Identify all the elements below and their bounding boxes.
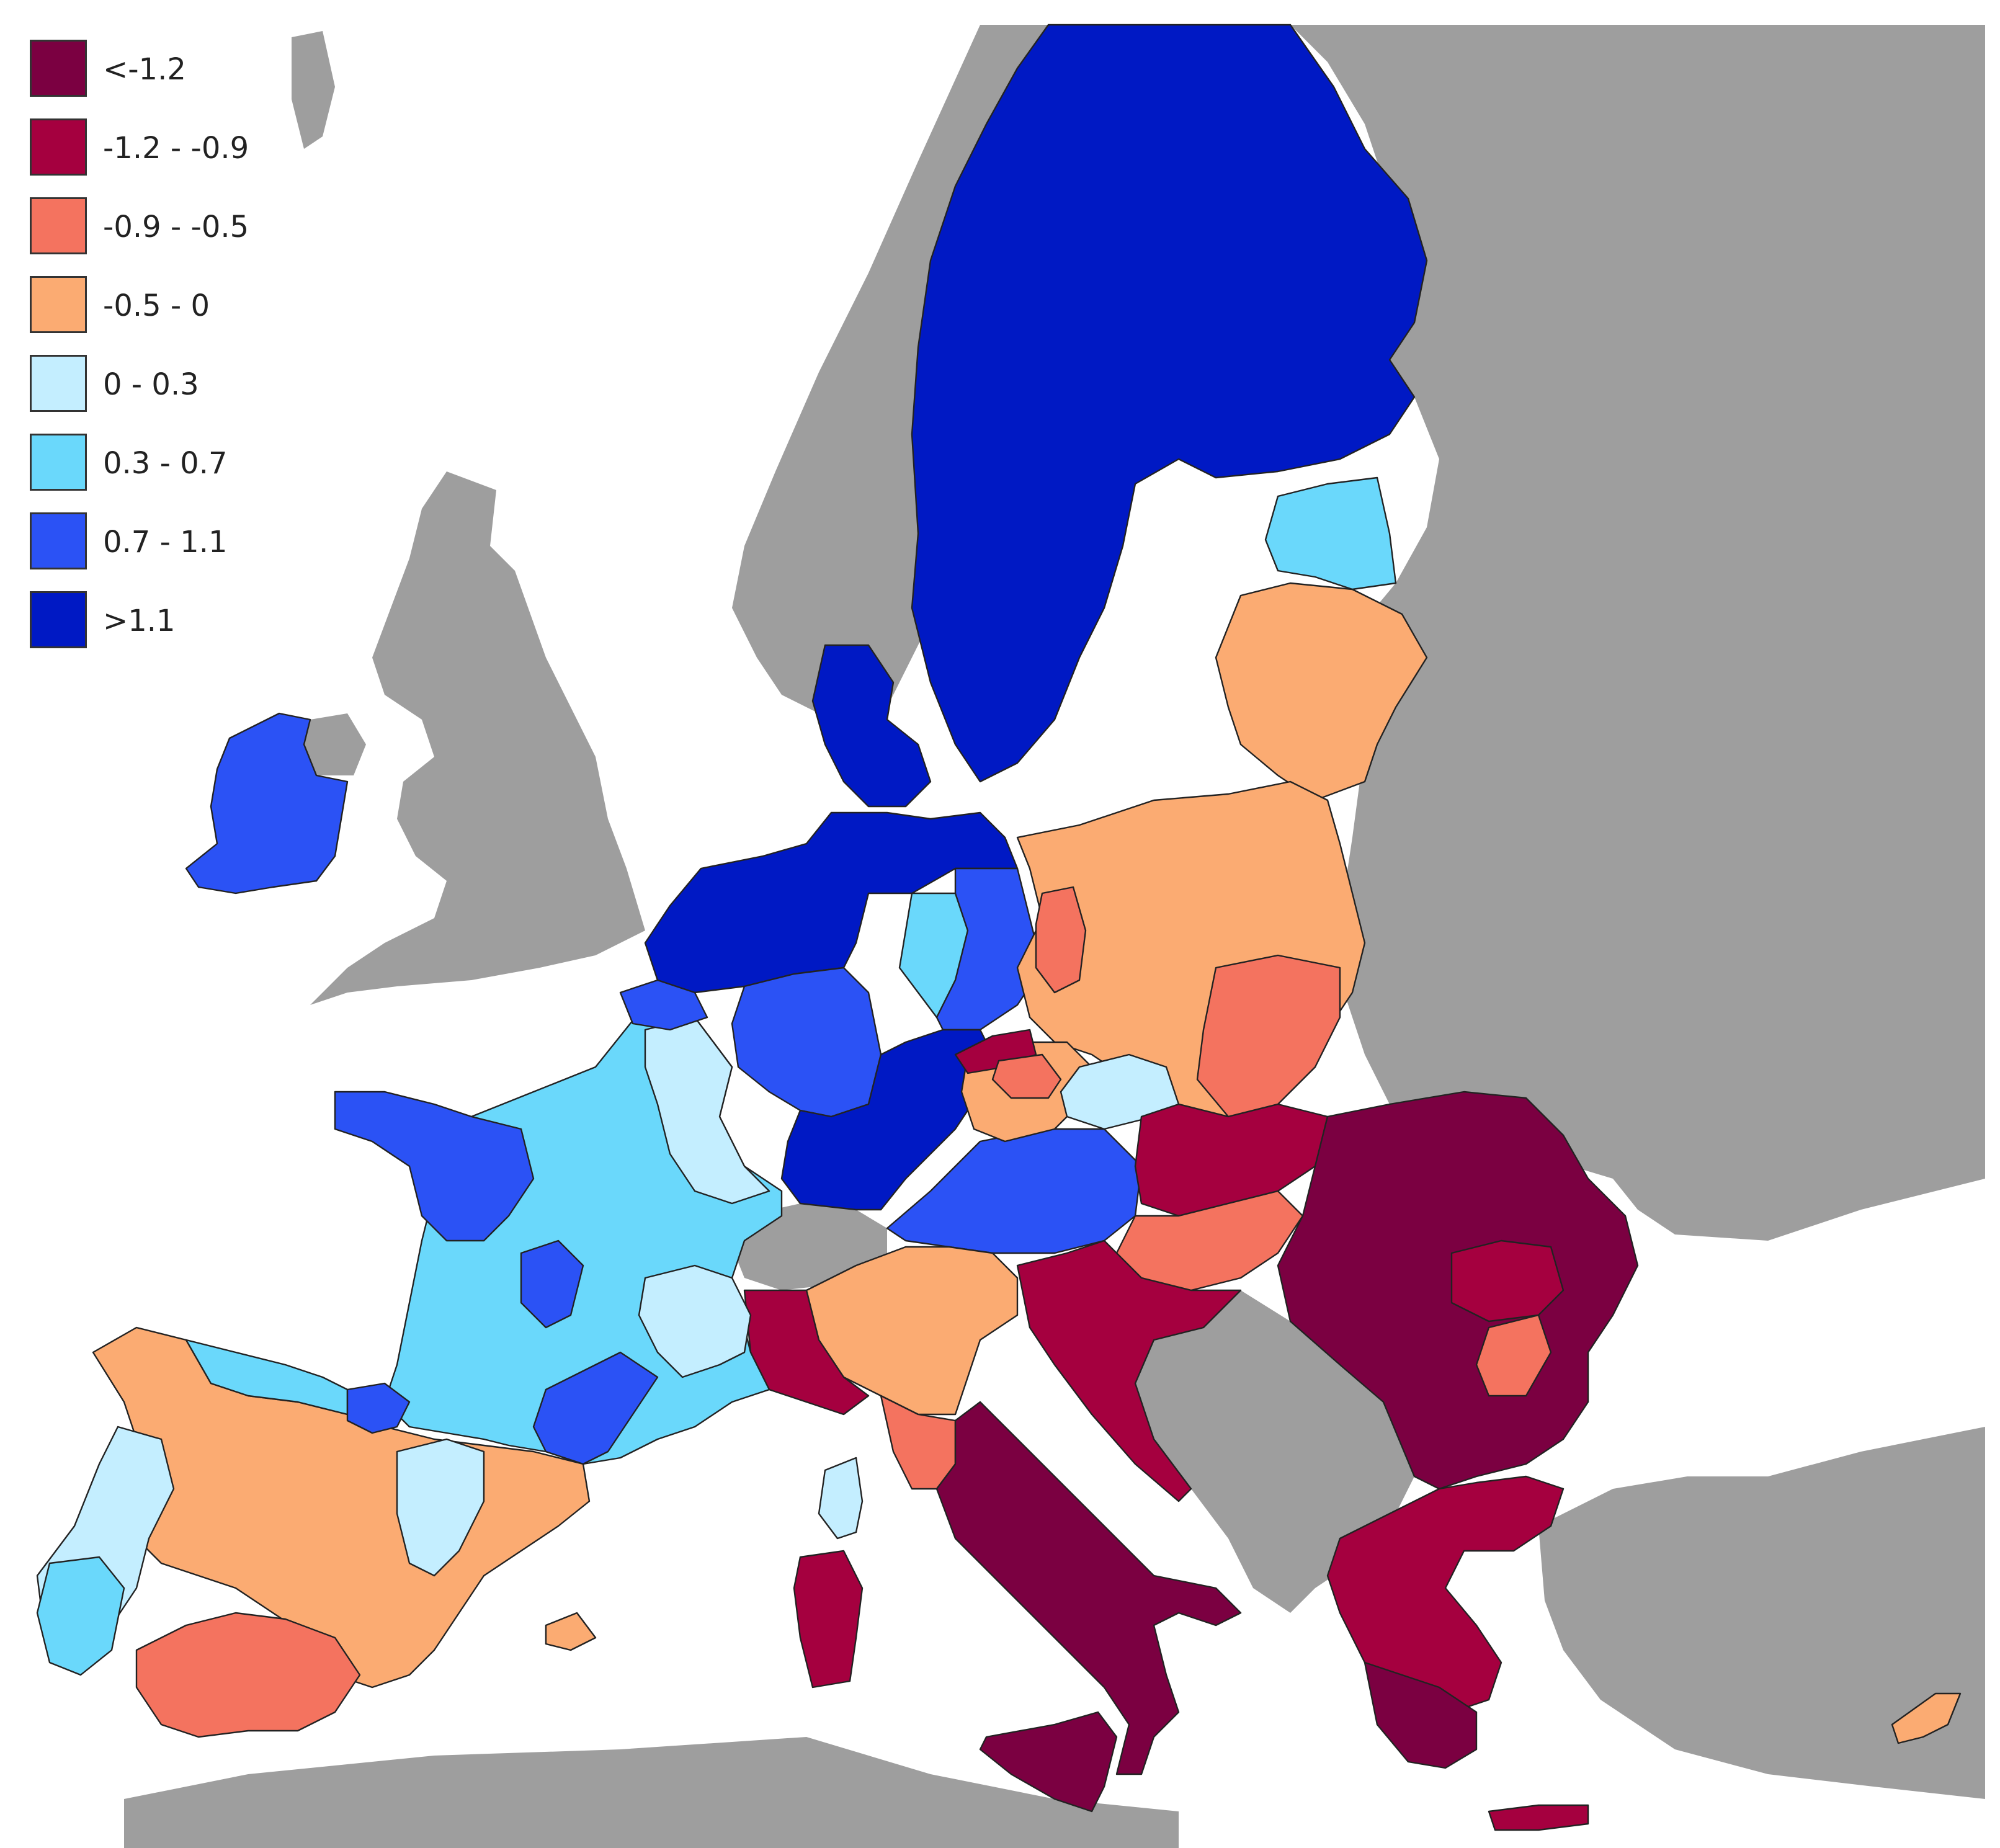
region-france-northeast[interactable] [644,1016,770,1205]
region-crete[interactable] [1488,1804,1589,1831]
region-baltics-latvia-lithuania[interactable] [1215,582,1428,801]
region-romania-sud[interactable] [1475,1314,1552,1397]
region-balearics[interactable] [545,1612,597,1651]
russia-belarus-ukraine [1290,25,1985,1241]
region-greece-south[interactable] [1364,1661,1478,1769]
region-sardinia[interactable] [793,1550,864,1689]
eu-regions [36,24,1962,1831]
north-africa [124,1737,1179,1848]
legend-item: <-1.2 [30,40,352,99]
region-denmark[interactable] [811,644,932,808]
legend-item: -0.5 - 0 [30,276,352,336]
norway [732,25,1055,720]
region-france-languedoc[interactable] [532,1351,659,1465]
northern-ireland [304,713,366,775]
turkey [1538,1427,1985,1799]
region-belgium-south[interactable] [619,979,708,1031]
region-italy-south[interactable] [935,1401,1242,1775]
legend-swatch [30,434,87,491]
region-cyprus[interactable] [1891,1692,1962,1744]
legend-swatch [30,591,87,648]
region-france-rhone-alpes[interactable] [638,1264,752,1378]
region-czechia-praha[interactable] [991,1053,1062,1099]
region-spain-aragon[interactable] [396,1438,485,1577]
region-sweden-finland[interactable] [911,24,1428,783]
legend-swatch [30,197,87,254]
legend-label: >1.1 [103,604,176,638]
legend-swatch [30,276,87,333]
region-sicily[interactable] [979,1711,1118,1813]
legend-swatch [30,40,87,97]
legend-swatch [30,118,87,176]
legend-item: 0.3 - 0.7 [30,434,352,493]
legend-label: 0.3 - 0.7 [103,446,228,481]
region-portugal-lisboa[interactable] [36,1556,125,1676]
region-italy-north[interactable] [805,1246,1019,1416]
non-member-land [124,25,1985,1848]
region-spain-andalucia[interactable] [135,1612,361,1738]
iceland-fragment [292,31,335,149]
legend-label: -0.9 - -0.5 [103,210,249,244]
western-balkans [1135,1290,1414,1613]
region-ireland[interactable] [185,712,349,895]
region-corsica[interactable] [818,1457,864,1540]
legend-label: -1.2 - -0.9 [103,131,249,166]
legend-item: -1.2 - -0.9 [30,118,352,178]
region-poland-lubuskie[interactable] [1035,886,1087,994]
region-spain-basque[interactable] [346,1382,411,1434]
region-croatia[interactable] [1016,1239,1242,1502]
legend-item: >1.1 [30,591,352,651]
legend-label: 0 - 0.3 [103,367,199,402]
region-poland-southeast[interactable] [1196,954,1341,1118]
legend-item: -0.9 - -0.5 [30,197,352,257]
legend-item: 0.7 - 1.1 [30,512,352,572]
legend-label: 0.7 - 1.1 [103,525,228,560]
region-slovakia-hungary-north[interactable] [1134,1103,1329,1217]
region-france-limousin[interactable] [520,1239,584,1329]
legend-swatch [30,355,87,412]
legend-swatch [30,512,87,569]
legend-item: 0 - 0.3 [30,355,352,414]
uk [310,471,645,1005]
legend-label: -0.5 - 0 [103,288,210,323]
region-france-brittany-pays-loire[interactable] [334,1091,535,1242]
region-baltics-estonia[interactable] [1264,476,1397,591]
legend-label: <-1.2 [103,52,186,87]
region-romania-bucuresti[interactable] [1450,1239,1565,1323]
